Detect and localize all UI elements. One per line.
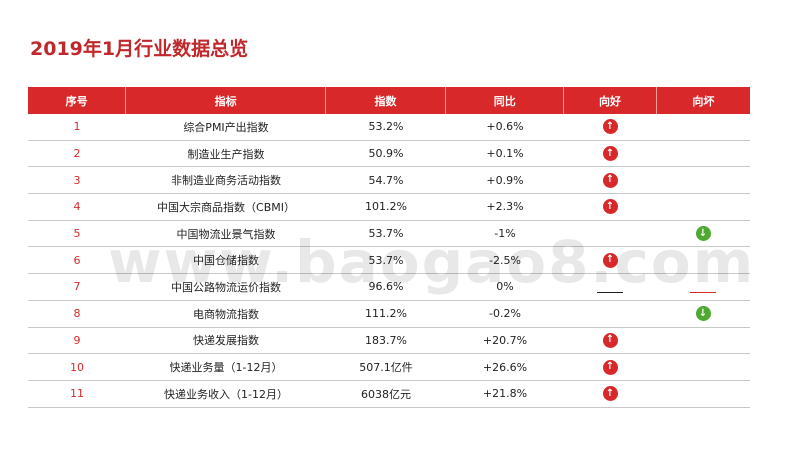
row-yoy: -2.5% bbox=[489, 253, 521, 267]
row-indicator: 快递发展指数 bbox=[193, 334, 259, 348]
row-bad bbox=[656, 274, 750, 300]
arrow-up-icon: ↑ bbox=[602, 146, 618, 162]
table-row: 5 中国物流业景气指数 53.7% -1% ↓ bbox=[28, 221, 750, 248]
row-index: 11 bbox=[70, 387, 84, 401]
table-row: 8 电商物流指数 111.2% -0.2% ↓ bbox=[28, 301, 750, 328]
row-bad bbox=[656, 141, 750, 167]
row-yoy: +0.6% bbox=[486, 120, 524, 134]
table-row: 1 综合PMI产出指数 53.2% +0.6% ↑ bbox=[28, 114, 750, 141]
row-good bbox=[564, 301, 656, 327]
row-yoy: +0.9% bbox=[486, 173, 524, 187]
row-yoy: +2.3% bbox=[486, 200, 524, 214]
row-bad: ↓ bbox=[656, 221, 750, 247]
header-good: 向好 bbox=[564, 87, 657, 114]
arrow-up-icon: ↑ bbox=[602, 199, 618, 215]
row-value: 54.7% bbox=[368, 173, 404, 187]
flat-dash-icon bbox=[597, 292, 623, 294]
flat-dash-icon bbox=[690, 292, 716, 294]
table-row: 11 快递业务收入（1-12月） 6038亿元 +21.8% ↑ bbox=[28, 381, 750, 408]
row-good: ↑ bbox=[564, 114, 656, 140]
row-indicator: 电商物流指数 bbox=[193, 307, 259, 321]
arrow-up-icon: ↑ bbox=[602, 119, 618, 135]
row-value: 53.2% bbox=[368, 120, 404, 134]
row-value: 183.7% bbox=[365, 333, 407, 347]
row-indicator: 制造业生产指数 bbox=[187, 147, 265, 161]
table-row: 7 中国公路物流运价指数 96.6% 0% bbox=[28, 274, 750, 301]
table-row: 9 快递发展指数 183.7% +20.7% ↑ bbox=[28, 328, 750, 355]
row-indicator: 快递业务收入（1-12月） bbox=[164, 387, 288, 401]
header-index: 序号 bbox=[28, 87, 127, 114]
row-indicator: 中国公路物流运价指数 bbox=[171, 280, 281, 294]
row-value: 507.1亿件 bbox=[359, 361, 413, 375]
row-index: 5 bbox=[73, 227, 81, 241]
row-good: ↑ bbox=[564, 247, 656, 273]
arrow-up-icon: ↑ bbox=[602, 386, 618, 402]
row-value: 101.2% bbox=[365, 200, 407, 214]
row-bad bbox=[656, 247, 750, 273]
row-index: 3 bbox=[73, 173, 81, 187]
row-indicator: 中国大宗商品指数（CBMI） bbox=[157, 200, 295, 214]
row-good: ↑ bbox=[564, 194, 656, 220]
row-yoy: 0% bbox=[496, 280, 514, 294]
row-index: 10 bbox=[70, 360, 84, 374]
row-good bbox=[564, 274, 656, 300]
table-row: 2 制造业生产指数 50.9% +0.1% ↑ bbox=[28, 141, 750, 168]
table-row: 6 中国仓储指数 53.7% -2.5% ↑ bbox=[28, 247, 750, 275]
row-yoy: +0.1% bbox=[486, 147, 524, 161]
row-yoy: +26.6% bbox=[482, 360, 528, 374]
row-bad bbox=[656, 354, 750, 380]
row-good: ↑ bbox=[564, 354, 656, 380]
row-value: 111.2% bbox=[365, 307, 407, 321]
row-bad bbox=[656, 114, 750, 140]
row-index: 9 bbox=[73, 333, 81, 347]
row-value: 6038亿元 bbox=[361, 387, 411, 401]
row-index: 7 bbox=[73, 280, 81, 294]
row-indicator: 综合PMI产出指数 bbox=[183, 120, 269, 134]
row-yoy: +21.8% bbox=[482, 387, 528, 401]
row-good: ↑ bbox=[564, 167, 656, 193]
row-value: 53.7% bbox=[368, 227, 404, 241]
row-index: 1 bbox=[73, 120, 81, 134]
arrow-up-icon: ↑ bbox=[602, 252, 618, 268]
row-bad bbox=[656, 328, 750, 354]
arrow-up-icon: ↑ bbox=[602, 359, 618, 375]
row-yoy: -1% bbox=[494, 227, 516, 241]
row-indicator: 快递业务量（1-12月） bbox=[169, 361, 283, 375]
row-value: 53.7% bbox=[368, 253, 404, 267]
row-value: 96.6% bbox=[368, 280, 404, 294]
row-indicator: 非制造业商务活动指数 bbox=[171, 174, 281, 188]
table-row: 4 中国大宗商品指数（CBMI） 101.2% +2.3% ↑ bbox=[28, 194, 750, 221]
row-index: 8 bbox=[73, 307, 81, 321]
row-indicator: 中国仓储指数 bbox=[193, 254, 259, 268]
table-row: 10 快递业务量（1-12月） 507.1亿件 +26.6% ↑ bbox=[28, 354, 750, 381]
row-value: 50.9% bbox=[368, 147, 404, 161]
header-yoy: 同比 bbox=[446, 87, 565, 114]
row-indicator: 中国物流业景气指数 bbox=[176, 227, 276, 241]
arrow-up-icon: ↑ bbox=[602, 172, 618, 188]
row-index: 6 bbox=[73, 253, 81, 267]
row-bad bbox=[656, 167, 750, 193]
row-good: ↑ bbox=[564, 141, 656, 167]
row-bad bbox=[656, 194, 750, 220]
arrow-up-icon: ↑ bbox=[602, 332, 618, 348]
arrow-down-icon: ↓ bbox=[695, 226, 711, 242]
row-good: ↑ bbox=[564, 381, 656, 407]
header-bad: 向坏 bbox=[692, 94, 715, 108]
row-good bbox=[564, 221, 656, 247]
row-bad bbox=[656, 381, 750, 407]
row-yoy: -0.2% bbox=[489, 307, 521, 321]
row-index: 4 bbox=[73, 200, 81, 214]
header-value: 指数 bbox=[326, 87, 447, 114]
header-indicator: 指标 bbox=[126, 87, 326, 114]
data-table: 序号 指标 指数 同比 向好 向坏 1 综合PMI产出指数 53.2% +0.6% ↑ 2… bbox=[28, 87, 750, 408]
arrow-down-icon: ↓ bbox=[695, 306, 711, 322]
row-bad: ↓ bbox=[656, 301, 750, 327]
row-index: 2 bbox=[73, 147, 81, 161]
table-row: 3 非制造业商务活动指数 54.7% +0.9% ↑ bbox=[28, 167, 750, 195]
page-title: 2019年1月行业数据总览 bbox=[30, 38, 249, 60]
table-header: 序号 指标 指数 同比 向好 向坏 bbox=[28, 87, 750, 114]
row-good: ↑ bbox=[564, 328, 656, 354]
table-body: 1 综合PMI产出指数 53.2% +0.6% ↑ 2 制造业生产指数 50.9% +0.1% ↑… bbox=[28, 114, 750, 408]
row-yoy: +20.7% bbox=[482, 333, 528, 347]
